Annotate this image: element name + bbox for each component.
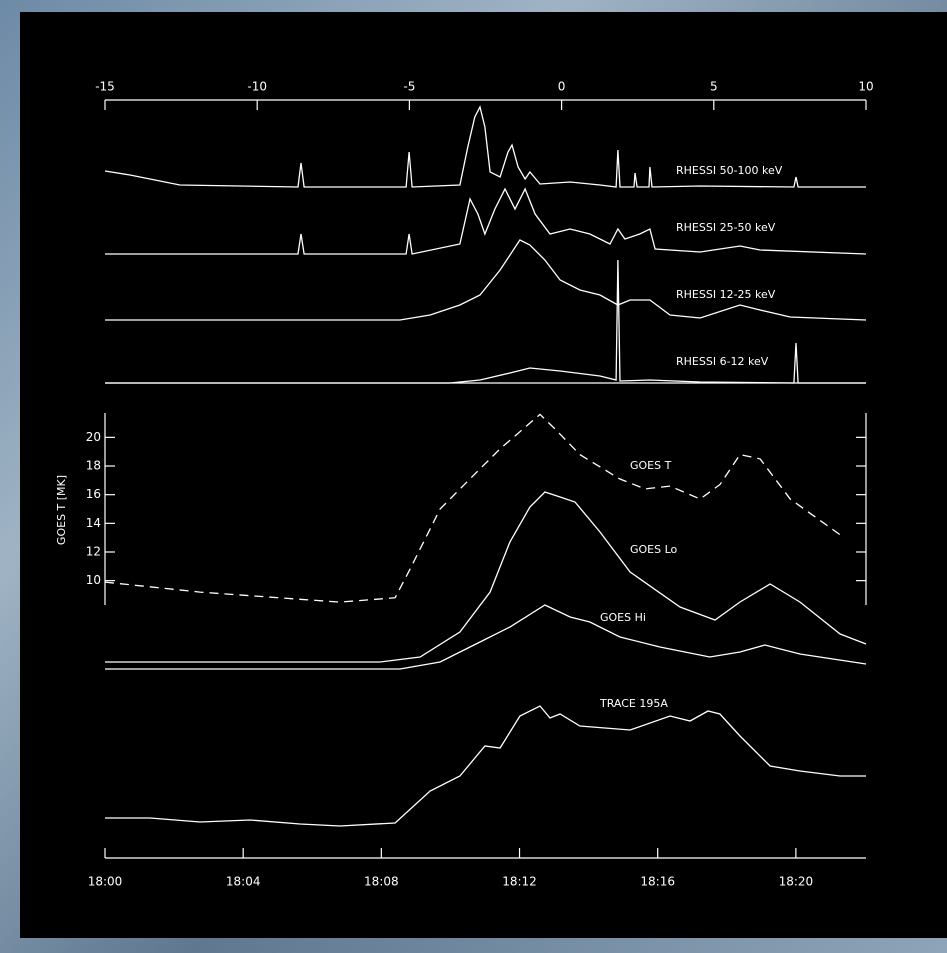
series-label: GOES Hi — [600, 611, 646, 624]
y-tick-label: 12 — [86, 544, 101, 558]
series-line — [105, 239, 867, 321]
series-line — [105, 604, 867, 670]
series-line — [104, 413, 841, 603]
plot-background — [20, 12, 947, 938]
series-label: GOES T — [630, 459, 672, 472]
series-line — [105, 187, 867, 255]
x2-tick-label: 18:16 — [640, 875, 675, 889]
series-label: TRACE 195A — [599, 697, 668, 710]
series-line — [105, 491, 867, 663]
x2-tick-label: 18:08 — [364, 875, 399, 889]
x2-tick-label: 18:12 — [502, 875, 537, 889]
x-tick-label: -10 — [247, 80, 267, 94]
y-tick-label: 10 — [86, 573, 101, 587]
x2-tick-label: 18:04 — [226, 875, 261, 889]
series-label: RHESSI 25-50 keV — [676, 221, 776, 234]
x-tick-label: 0 — [558, 80, 566, 94]
x-tick-label: -15 — [95, 80, 115, 94]
y-tick-label: 16 — [86, 487, 101, 501]
x-tick-label: 10 — [858, 80, 873, 94]
series-line — [104, 105, 866, 188]
x2-tick-label: 18:00 — [88, 875, 123, 889]
y-axis-label: GOES T [MK] — [55, 475, 68, 545]
series-line — [105, 705, 866, 827]
series-label: RHESSI 12-25 keV — [676, 288, 776, 301]
y-tick-label: 14 — [86, 516, 101, 530]
y-tick-label: 18 — [86, 459, 101, 473]
x-tick-label: -5 — [403, 80, 415, 94]
series-label: GOES Lo — [630, 543, 678, 556]
x2-tick-label: 18:20 — [779, 875, 814, 889]
series-label: RHESSI 50-100 keV — [676, 164, 783, 177]
x-tick-label: 5 — [710, 80, 718, 94]
y-tick-label: 20 — [86, 430, 101, 444]
series-line — [105, 259, 866, 384]
series-label: RHESSI 6-12 keV — [676, 355, 769, 368]
